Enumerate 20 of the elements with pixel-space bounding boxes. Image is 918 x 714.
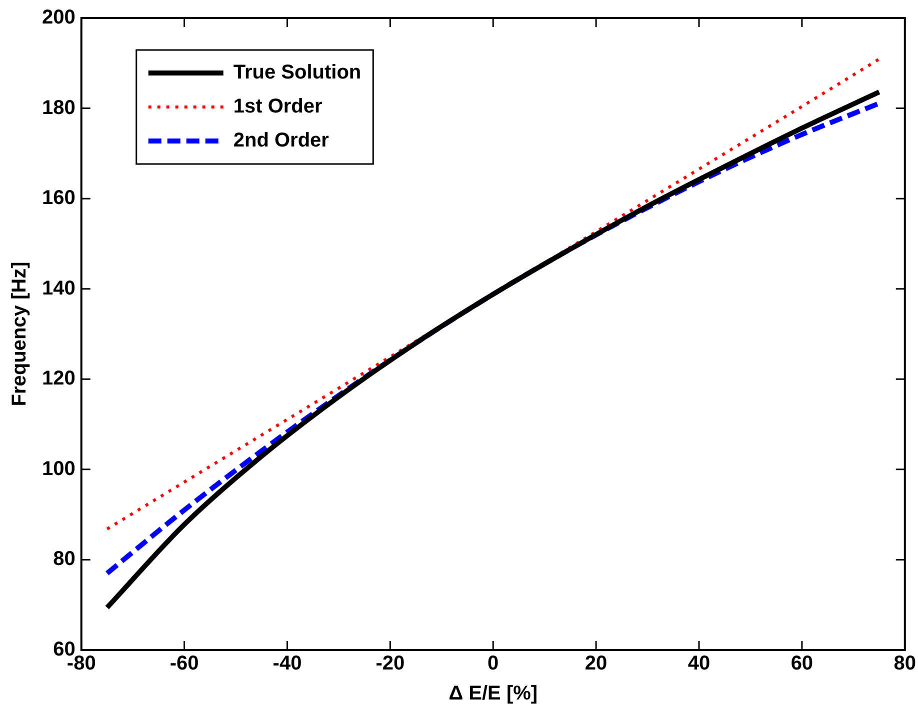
- x-tick-label: -20: [376, 652, 405, 675]
- x-tick-label: 20: [584, 652, 608, 675]
- y-tick-label: 180: [42, 96, 76, 119]
- x-tick-label: -40: [272, 652, 302, 675]
- x-tick-label: 60: [790, 652, 814, 675]
- x-tick-label: 0: [488, 652, 499, 675]
- legend-label: 1st Order: [233, 96, 323, 118]
- y-tick-label: 100: [42, 458, 76, 480]
- y-axis-title: Frequency [Hz]: [8, 262, 31, 406]
- legend-label: True Solution: [233, 62, 362, 84]
- y-tick-label: 80: [53, 548, 76, 570]
- y-tick-label: 200: [42, 6, 76, 29]
- x-tick-label: 40: [688, 652, 710, 675]
- x-tick-label: -60: [170, 652, 199, 675]
- y-tick-label: 120: [42, 368, 76, 390]
- legend-label: 2nd Order: [233, 130, 330, 152]
- x-axis-title: Δ E/E [%]: [448, 682, 538, 705]
- y-tick-label: 140: [42, 277, 76, 300]
- y-tick-label: 160: [42, 187, 76, 210]
- x-tick-label: 80: [894, 652, 916, 675]
